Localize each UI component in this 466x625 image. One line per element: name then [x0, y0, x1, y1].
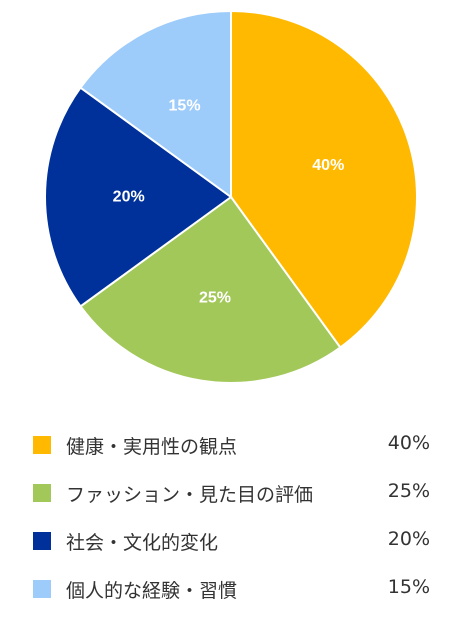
legend-value: 20% — [387, 528, 430, 550]
legend-swatch — [33, 580, 51, 598]
legend-item: 健康・実用性の観点 40% — [0, 421, 466, 469]
pie-slice — [44, 86, 233, 308]
pie-slice — [79, 9, 232, 199]
slice-value-label: 15% — [169, 97, 201, 114]
pie-slice — [79, 195, 342, 384]
chart-legend: 健康・実用性の観点 40% ファッション・見た目の評価 25% 社会・文化的変化… — [0, 421, 466, 613]
legend-label: ファッション・見た目の評価 — [66, 484, 314, 506]
legend-item: ファッション・見た目の評価 25% — [0, 469, 466, 517]
legend-swatch — [33, 436, 51, 454]
legend-swatch — [33, 532, 51, 550]
pie-chart: 40% 25% 20% 15% — [44, 9, 418, 384]
slice-value-label: 20% — [113, 189, 145, 206]
legend-item: 社会・文化的変化 20% — [0, 517, 466, 565]
pie-slice — [230, 9, 418, 349]
legend-label: 社会・文化的変化 — [66, 532, 219, 554]
legend-value: 40% — [387, 432, 430, 454]
slice-value-label: 40% — [312, 157, 344, 174]
legend-label: 個人的な経験・習慣 — [66, 580, 238, 602]
legend-value: 25% — [387, 480, 430, 502]
legend-swatch — [33, 484, 51, 502]
slice-value-label: 25% — [199, 290, 231, 307]
legend-value: 15% — [387, 576, 430, 598]
legend-label: 健康・実用性の観点 — [66, 436, 238, 458]
legend-item: 個人的な経験・習慣 15% — [0, 565, 466, 613]
